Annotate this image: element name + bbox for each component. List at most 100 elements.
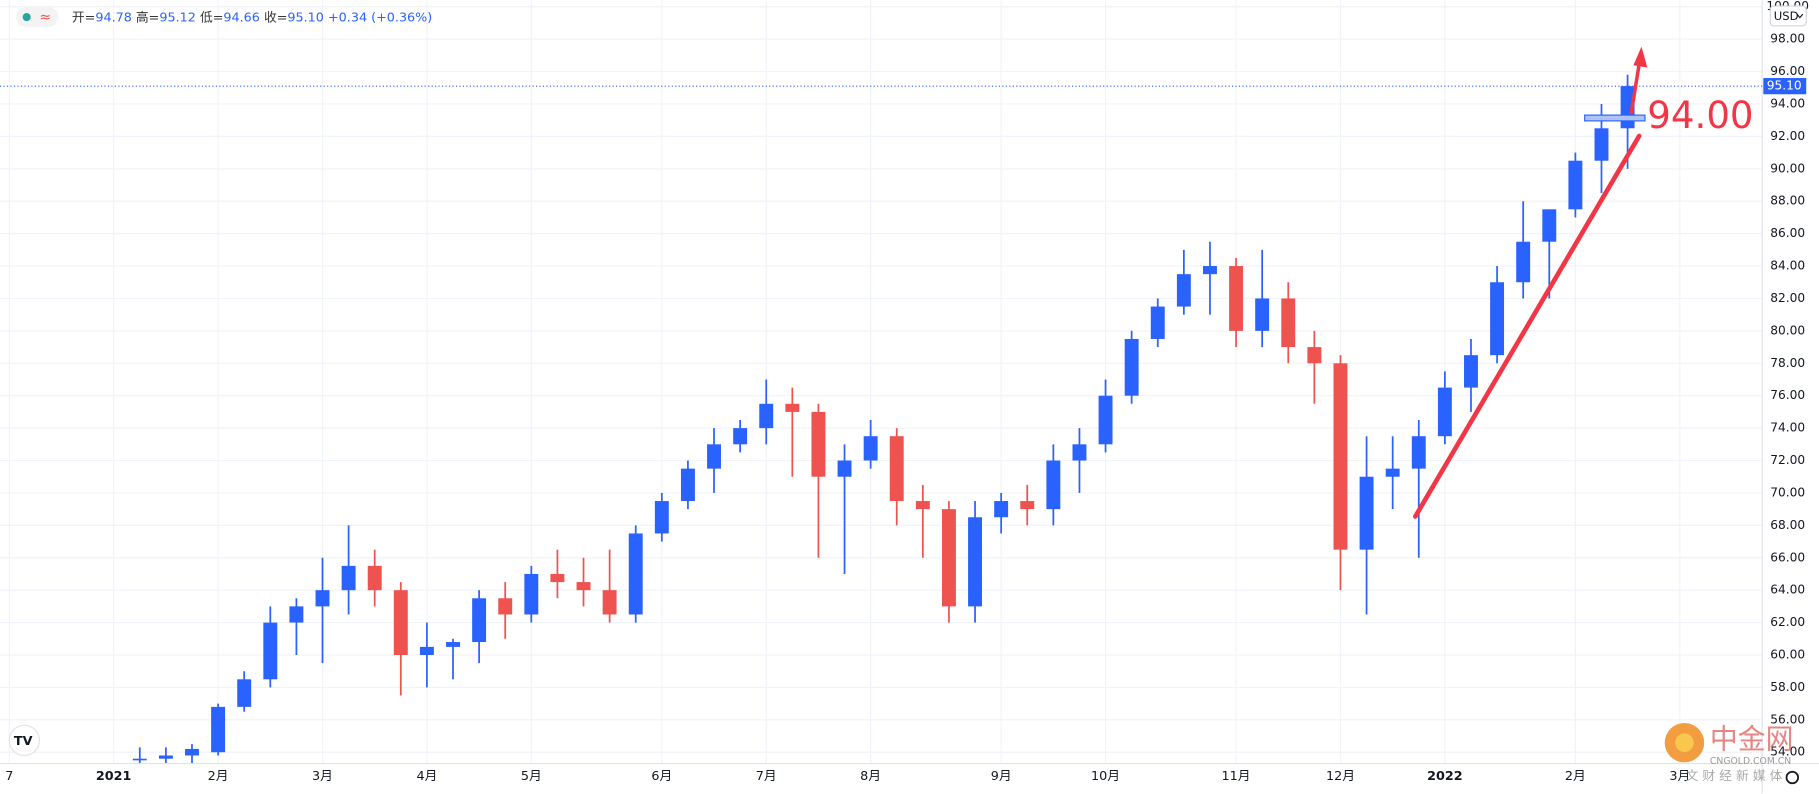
candle-body (472, 598, 487, 643)
candle-body (498, 598, 513, 615)
x-tick-label: 2021 (96, 769, 132, 784)
candle-body (1072, 444, 1087, 461)
y-tick-label: 80.00 (1770, 323, 1805, 337)
watermark-site: CNGOLD.COM.CN (1710, 756, 1791, 767)
candle-body (1516, 241, 1531, 283)
candle-body (1202, 266, 1217, 275)
y-tick-label: 96.00 (1770, 64, 1805, 78)
currency-chevron (1796, 13, 1804, 19)
symbol-badge[interactable] (16, 7, 59, 27)
status-dot (22, 13, 31, 22)
candle-body (602, 590, 617, 615)
watermark-title: 中金网 (1710, 722, 1794, 755)
settings-icon[interactable] (1785, 770, 1799, 785)
candle-body (1098, 395, 1113, 445)
candle-body (1046, 460, 1061, 510)
candle-body (367, 565, 382, 591)
x-tick-label: 12月 (1326, 769, 1355, 784)
y-tick-label: 58.00 (1770, 680, 1805, 694)
y-tick-label: 76.00 (1770, 388, 1805, 402)
candle-body (1594, 128, 1609, 161)
arrow-head (1633, 46, 1648, 68)
candle-body (1124, 338, 1139, 396)
candle-body (915, 501, 930, 510)
candle-body (158, 755, 173, 759)
candle-body (341, 565, 356, 591)
high-value: 95.12 (159, 10, 196, 25)
candle-body (759, 403, 774, 429)
candle-body (524, 573, 539, 615)
candle-body (628, 533, 643, 615)
ohlc-header: 开=94.78 高=95.12 低=94.66 收=95.10 +0.34 (+… (72, 9, 432, 25)
candle-body (1385, 468, 1400, 477)
candle-body (419, 646, 434, 656)
x-tick-label: 7 (5, 769, 13, 784)
y-tick-label: 86.00 (1770, 226, 1805, 240)
y-tick-label: 62.00 (1770, 615, 1805, 629)
candle-body (289, 606, 304, 623)
candle-body (1281, 298, 1296, 348)
candle-body (889, 436, 904, 502)
candle-body (1229, 266, 1244, 331)
change-pct: (+0.36%) (371, 10, 432, 25)
y-tick-label: 60.00 (1770, 648, 1805, 662)
candle-body (1490, 282, 1505, 356)
y-tick-label: 72.00 (1770, 453, 1805, 467)
candle-body (1176, 274, 1191, 307)
candle-body (211, 706, 226, 753)
logo-badge[interactable] (8, 724, 41, 757)
candle-body (1333, 363, 1348, 550)
candle-body (1307, 347, 1322, 364)
currency: USD (1774, 9, 1799, 23)
last-price-label: 95.10 (1767, 79, 1802, 93)
y-tick-label: 56.00 (1770, 712, 1805, 726)
watermark-logo-inner (1675, 733, 1694, 752)
candle-body (1437, 387, 1452, 437)
x-tick-label: 9月 (991, 769, 1012, 784)
y-tick-label: 64.00 (1770, 583, 1805, 597)
y-tick-label: 92.00 (1770, 129, 1805, 143)
open-label: 开= (72, 10, 95, 25)
candle-body (1020, 501, 1035, 510)
status-icon: ≈ (39, 10, 51, 26)
open-value: 94.78 (95, 10, 132, 25)
y-tick-label: 66.00 (1770, 550, 1805, 564)
close-value: 95.10 (287, 10, 324, 25)
candle-body (994, 501, 1009, 518)
x-tick-label: 7月 (756, 769, 777, 784)
trend-line (1412, 133, 1642, 519)
candle-body (132, 758, 147, 761)
candle-body (1542, 209, 1557, 242)
currency-button[interactable] (1769, 5, 1807, 27)
candles (132, 74, 1635, 764)
candle-body (315, 590, 330, 607)
candle-body (837, 460, 852, 477)
y-tick-label: 94.00 (1770, 96, 1805, 110)
y-tick-label: 54.00 (1770, 745, 1805, 759)
x-tick-label: 3月 (1669, 769, 1690, 784)
low-label: 低= (200, 10, 223, 25)
x-tick-label: 4月 (416, 769, 437, 784)
candle-body (1568, 160, 1583, 210)
candle-body (263, 622, 278, 680)
candle-body (1255, 298, 1270, 331)
y-tick-label: 98.00 (1770, 32, 1805, 46)
candle-body (393, 590, 408, 656)
x-tick-label: 5月 (521, 769, 542, 784)
x-tick-label: 3月 (312, 769, 333, 784)
arrow-line (1629, 63, 1641, 115)
candle-body (811, 411, 826, 477)
candle-body (1411, 436, 1426, 469)
x-tick-label: 11月 (1222, 769, 1251, 784)
grid (0, 0, 1763, 764)
candle-body (680, 468, 695, 502)
level-annotation: 94.00 (1647, 94, 1753, 137)
y-tick-label: 78.00 (1770, 356, 1805, 370)
candle-body (446, 642, 460, 647)
logo-mark: TV (14, 734, 33, 749)
candle-body (1150, 306, 1165, 339)
y-tick-label: 82.00 (1770, 291, 1805, 305)
